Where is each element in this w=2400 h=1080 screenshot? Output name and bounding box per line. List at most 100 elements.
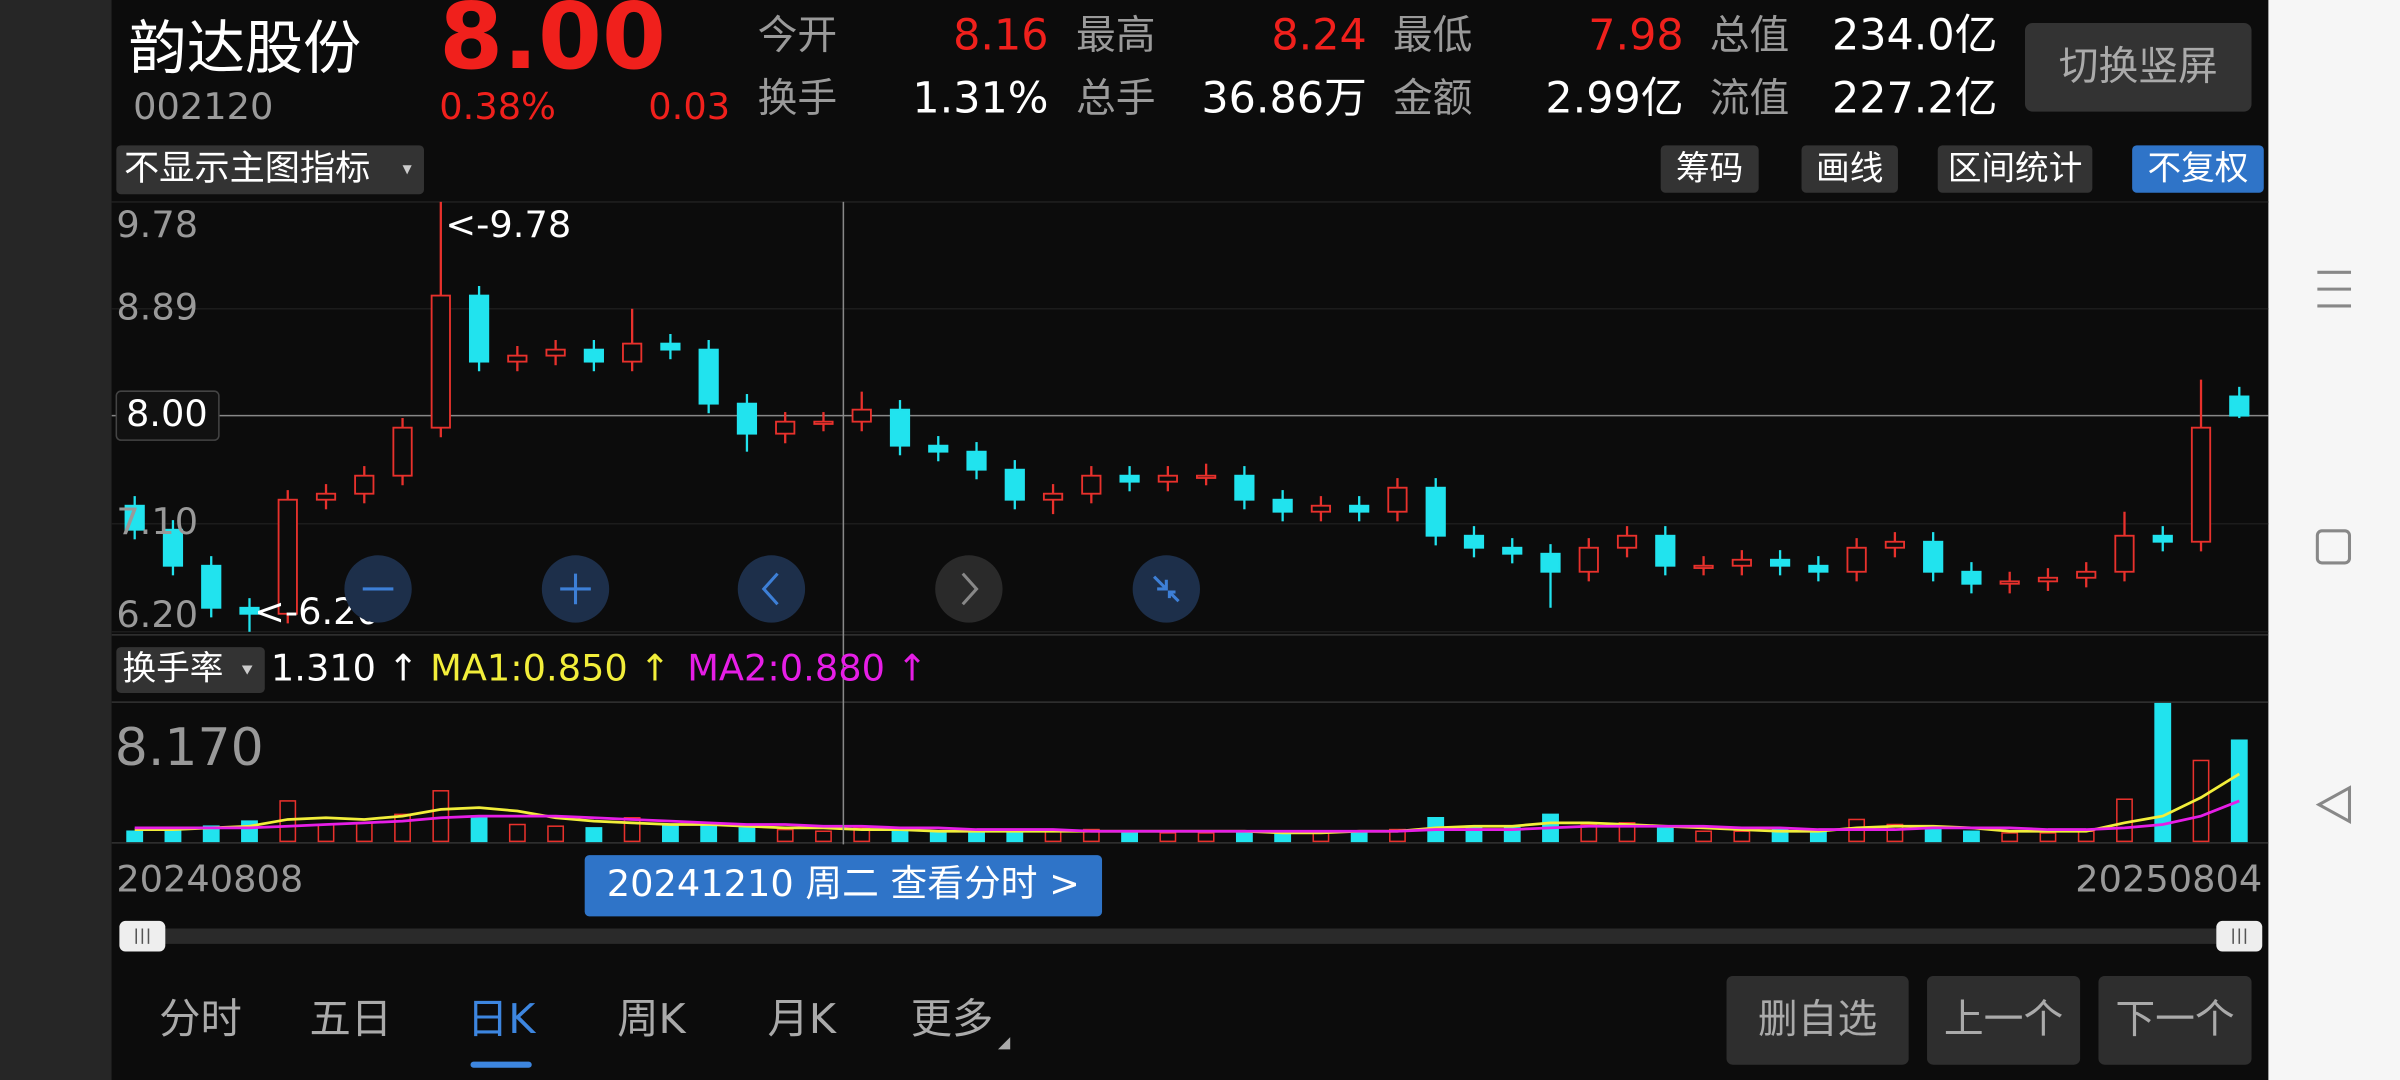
pan-left[interactable] — [737, 555, 806, 623]
tab[interactable]: 日K — [467, 995, 536, 1043]
candle-body — [775, 420, 796, 435]
candle-body — [1349, 504, 1370, 513]
candle-body — [392, 426, 413, 477]
toolbar-button-label: 不复权 — [2147, 148, 2248, 187]
candle-body — [1042, 492, 1064, 501]
indicator-type[interactable] — [116, 647, 265, 693]
volume-bar — [700, 825, 718, 843]
stat-label: 总值 — [1710, 13, 1790, 59]
dropdown-arrow — [402, 165, 412, 175]
candles: <-9.78<-6.20 — [124, 201, 2250, 633]
bottom-button[interactable] — [2098, 975, 2252, 1065]
volume-bar — [776, 828, 794, 843]
tooltip-text: 20241210 周二 查看分时 > — [607, 862, 1080, 905]
candle-body — [2152, 534, 2173, 543]
toolbar-button[interactable] — [2132, 145, 2264, 193]
y-tick-label: 9.78 — [116, 203, 198, 246]
candle-body — [1272, 498, 1293, 513]
indicator-select-label: 不显示主图指标 — [124, 148, 370, 189]
volume-bar — [547, 825, 565, 843]
bottom-button[interactable] — [1726, 975, 1909, 1065]
volume-bar — [2154, 702, 2172, 843]
tab[interactable]: 周K — [617, 995, 686, 1043]
y-labels: 9.78 8.89 8.00 7.10 6.20 — [115, 203, 220, 636]
tab[interactable]: 更多 — [911, 995, 994, 1043]
candle-body — [1463, 534, 1485, 549]
volume: 8.170 — [115, 702, 2248, 843]
toolbar-button[interactable] — [1660, 145, 1759, 193]
candle-body — [2037, 576, 2059, 583]
bottom-button[interactable] — [1927, 975, 2081, 1065]
volume-bar — [1733, 830, 1751, 843]
candle-body — [1961, 570, 1982, 585]
candle-body — [2114, 534, 2135, 573]
candle-body — [1157, 474, 1178, 483]
volume-bar — [1121, 832, 1139, 843]
candle-body — [1616, 534, 1638, 549]
nav-back[interactable] — [2315, 785, 2352, 825]
volume-bar — [2001, 832, 2019, 843]
stat-label: 今开 — [758, 13, 838, 59]
volume-bar — [1389, 828, 1406, 843]
candle-body — [1884, 540, 1905, 549]
candle-body — [277, 498, 298, 615]
volume-bar — [853, 827, 871, 843]
stat-value: 8.16 — [953, 11, 1048, 61]
bottom-button-label: 下一个 — [2115, 996, 2234, 1042]
y-tick-label: 8.00 — [126, 392, 208, 435]
candle-body — [124, 504, 145, 531]
change-pct: 0.38% — [439, 85, 556, 128]
candle-body — [1770, 558, 1791, 567]
bottom-button-label: 上一个 — [1944, 996, 2063, 1042]
toolbar-button[interactable] — [1937, 145, 2093, 193]
switch-button[interactable] — [2025, 22, 2252, 112]
date-tooltip[interactable] — [584, 855, 1103, 917]
candle-body — [545, 348, 566, 357]
candle-body — [622, 342, 643, 363]
volume-bar — [1695, 830, 1712, 843]
volume-bar — [1809, 830, 1827, 843]
stat-value: 1.31% — [912, 73, 1048, 123]
tab[interactable]: 五日 — [309, 995, 392, 1043]
crosshair-price-box — [115, 390, 220, 441]
candle-body — [1196, 474, 1217, 479]
handle-grips — [135, 928, 2247, 944]
candle-body — [2076, 570, 2097, 579]
switch-label: 切换竖屏 — [2059, 43, 2218, 89]
tab[interactable]: 分时 — [159, 995, 242, 1043]
indicator-select[interactable] — [116, 145, 424, 195]
nav-home[interactable] — [2315, 529, 2352, 565]
candle-body — [1004, 468, 1025, 501]
stat-label: 最低 — [1393, 13, 1473, 59]
pan-right[interactable] — [935, 555, 1003, 623]
volume-bar — [1503, 827, 1521, 843]
volume-bar — [929, 830, 947, 843]
volume-bar — [508, 823, 526, 843]
stat-value: 234.0亿 — [1832, 11, 1997, 61]
volume-bar — [1197, 832, 1215, 843]
stock-name: 韵达股份 — [129, 14, 362, 82]
bottom-buttons: 删自选 上一个 下一个 — [1726, 975, 2252, 1065]
candle-body — [239, 606, 260, 615]
candle-body — [354, 474, 375, 495]
nav-menu[interactable] — [2317, 270, 2352, 308]
tab[interactable]: 月K — [768, 995, 837, 1043]
volume-bar — [1006, 832, 1024, 843]
date-end: 20250804 — [2075, 858, 2262, 901]
candle-body — [660, 342, 681, 351]
zoom-icons — [362, 572, 1180, 606]
toolbar-button-label: 画线 — [1816, 148, 1883, 187]
candle-body — [736, 402, 758, 435]
candle-body — [1846, 546, 1867, 573]
indicator-name: 换手率 — [122, 649, 223, 688]
candle-body — [2190, 426, 2212, 543]
volume-bar — [1082, 828, 1100, 843]
ma2-label: MA2:0.880 ↑ — [687, 647, 927, 690]
volume-bar — [1771, 828, 1789, 843]
volume-bar — [470, 815, 488, 843]
ma1-label: MA1:0.850 ↑ — [430, 647, 670, 690]
toolbar-button[interactable] — [1801, 145, 1898, 193]
toolbar-button-label: 筹码 — [1676, 148, 1743, 187]
